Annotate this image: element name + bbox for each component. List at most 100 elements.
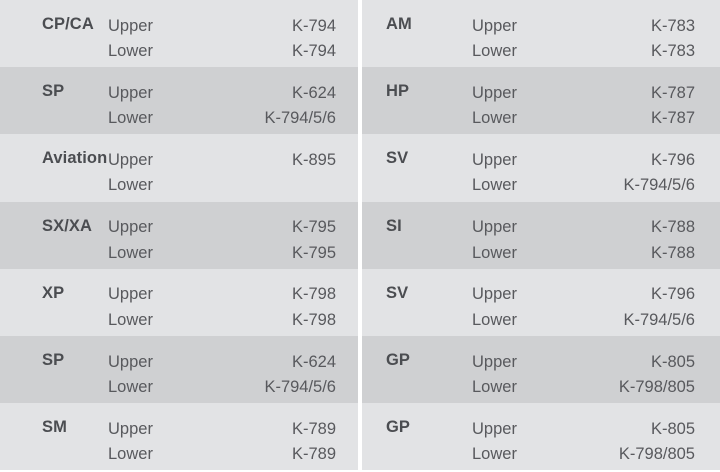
upper-line: Upper K-624 [108, 350, 358, 376]
lower-label: Lower [108, 176, 153, 195]
upper-value: K-795 [291, 218, 336, 237]
upper-value: K-794 [291, 16, 336, 35]
lower-value: K-798/805 [618, 445, 695, 464]
upper-value: K-798 [291, 285, 336, 304]
lower-line: Lower K-798/805 [472, 442, 720, 468]
upper-label: Upper [472, 285, 517, 304]
table-row: SP Upper K-624 Lower K-794/5/6 HP Upper … [0, 67, 720, 135]
table-row-right-half: HP Upper K-787 Lower K-787 [358, 67, 720, 134]
upper-line: Upper K-798 [108, 282, 358, 308]
table-row-left-half: SP Upper K-624 Lower K-794/5/6 [0, 336, 358, 403]
lower-line: Lower K-787 [472, 106, 720, 132]
lower-line: Lower [108, 173, 358, 199]
upper-label: Upper [108, 352, 153, 371]
upper-line: Upper K-783 [472, 14, 720, 40]
lower-label: Lower [108, 243, 153, 262]
upper-value: K-788 [650, 218, 695, 237]
column-divider [358, 134, 362, 202]
lower-value: K-794/5/6 [623, 310, 695, 329]
lower-label: Lower [472, 445, 517, 464]
upper-line: Upper K-624 [108, 81, 358, 107]
upper-value: K-789 [291, 419, 336, 438]
position-cell: Upper K-624 Lower K-794/5/6 [108, 70, 358, 132]
lower-value: K-788 [650, 243, 695, 262]
table-row-left-half: SX/XA Upper K-795 Lower K-795 [0, 202, 358, 269]
lower-label: Lower [108, 42, 153, 61]
lower-line: Lower K-795 [108, 241, 358, 267]
category-label: SM [42, 418, 67, 437]
upper-line: Upper K-895 [108, 148, 358, 174]
lower-line: Lower K-798 [108, 308, 358, 334]
table-row-left-half: SM Upper K-789 Lower K-789 [0, 403, 358, 470]
column-divider [358, 335, 362, 404]
table-row-right-half: SV Upper K-796 Lower K-794/5/6 [358, 134, 720, 201]
position-cell: Upper K-789 Lower K-789 [108, 406, 358, 468]
lower-label: Lower [108, 445, 153, 464]
category-label: AM [386, 15, 412, 33]
upper-label: Upper [108, 83, 153, 102]
upper-value: K-796 [650, 150, 695, 169]
upper-value: K-805 [650, 352, 695, 371]
upper-value: K-796 [650, 285, 695, 304]
position-cell: Upper K-795 Lower K-795 [108, 204, 358, 266]
upper-label: Upper [108, 419, 153, 438]
lower-label: Lower [108, 310, 153, 329]
position-cell: Upper K-787 Lower K-787 [472, 70, 720, 132]
lower-value: K-794/5/6 [264, 109, 336, 128]
table-row: SM Upper K-789 Lower K-789 GP Upper K-80… [0, 403, 720, 471]
upper-line: Upper K-794 [108, 14, 358, 40]
lower-value: K-789 [291, 445, 336, 464]
table-row-left-half: SP Upper K-624 Lower K-794/5/6 [0, 67, 358, 134]
lower-label: Lower [472, 42, 517, 61]
category-label: XP [42, 283, 65, 302]
column-divider [358, 403, 362, 471]
lower-label: Lower [108, 109, 153, 128]
lower-line: Lower K-783 [472, 39, 720, 65]
lower-line: Lower K-789 [108, 442, 358, 468]
category-label: SP [42, 350, 65, 369]
lower-value: K-798 [291, 310, 336, 329]
lower-line: Lower K-788 [472, 241, 720, 267]
lower-value: K-787 [650, 109, 695, 128]
upper-label: Upper [472, 352, 517, 371]
upper-value: K-805 [650, 419, 695, 438]
lower-line: Lower K-794/5/6 [472, 308, 720, 334]
category-label: GP [386, 418, 411, 437]
lower-label: Lower [108, 378, 153, 397]
lower-line: Lower K-794/5/6 [108, 375, 358, 401]
upper-label: Upper [472, 16, 517, 35]
upper-line: Upper K-795 [108, 215, 358, 241]
table-row: SX/XA Upper K-795 Lower K-795 SI Upper K… [0, 201, 720, 269]
category-label: HP [386, 82, 410, 101]
table-row: CP/CA Upper K-794 Lower K-794 AM Upper K… [0, 0, 720, 68]
table-row-right-half: AM Upper K-783 Lower K-783 [358, 0, 720, 67]
position-cell: Upper K-796 Lower K-794/5/6 [472, 271, 720, 333]
position-cell: Upper K-788 Lower K-788 [472, 204, 720, 266]
upper-label: Upper [472, 218, 517, 237]
upper-label: Upper [108, 285, 153, 304]
category-label: SI [386, 216, 402, 235]
table-row-left-half: CP/CA Upper K-794 Lower K-794 [0, 0, 358, 67]
upper-value: K-624 [291, 83, 336, 102]
position-cell: Upper K-805 Lower K-798/805 [472, 339, 720, 401]
upper-line: Upper K-789 [108, 417, 358, 443]
upper-label: Upper [108, 150, 153, 169]
category-label: SP [42, 82, 65, 101]
lower-line: Lower K-794/5/6 [472, 173, 720, 199]
lower-value: K-794/5/6 [264, 378, 336, 397]
upper-line: Upper K-787 [472, 81, 720, 107]
upper-value: K-895 [291, 150, 336, 169]
column-divider [358, 0, 362, 68]
table-row-right-half: SI Upper K-788 Lower K-788 [358, 202, 720, 269]
lower-label: Lower [472, 109, 517, 128]
upper-line: Upper K-805 [472, 417, 720, 443]
category-label: CP/CA [42, 15, 94, 33]
position-cell: Upper K-805 Lower K-798/805 [472, 406, 720, 468]
category-label: SV [386, 149, 409, 168]
table-row: Aviation Upper K-895 Lower SV Upper K-79… [0, 134, 720, 202]
table-row: SP Upper K-624 Lower K-794/5/6 GP Upper … [0, 335, 720, 404]
table-row-right-half: GP Upper K-805 Lower K-798/805 [358, 403, 720, 470]
category-label: SX/XA [42, 216, 93, 235]
upper-line: Upper K-796 [472, 148, 720, 174]
category-label: Aviation [42, 149, 108, 168]
